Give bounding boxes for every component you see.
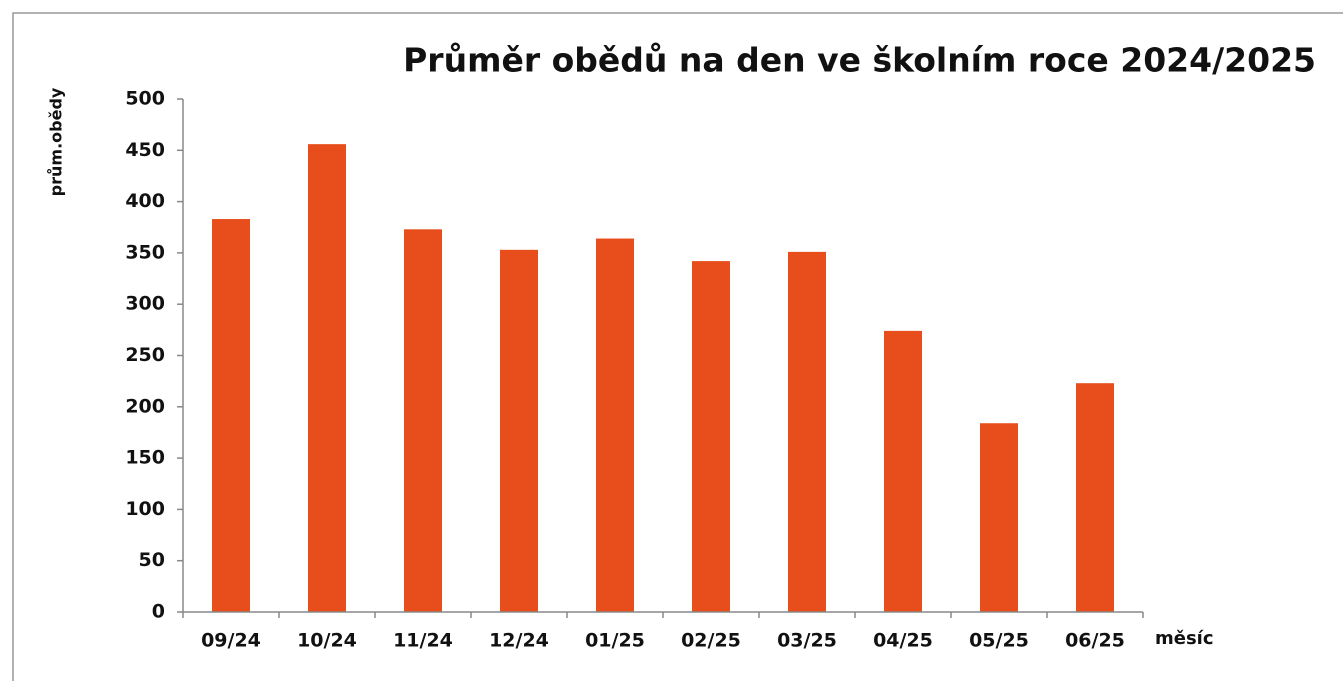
bar: [1076, 383, 1114, 612]
bar: [980, 423, 1018, 612]
y-tick-label: 350: [125, 241, 165, 263]
x-tick-label: 06/25: [1065, 630, 1125, 652]
chart-title: Průměr obědů na den ve školním roce 2024…: [403, 41, 1316, 80]
bar: [308, 144, 346, 613]
x-tick-label: 10/24: [297, 630, 357, 652]
y-tick-label: 450: [125, 139, 165, 161]
x-tick-label: 12/24: [489, 630, 549, 652]
x-tick-label: 04/25: [873, 630, 933, 652]
x-axis-label: měsíc: [1155, 628, 1214, 649]
x-tick-label: 09/24: [201, 630, 261, 652]
bar: [500, 249, 538, 612]
y-tick-label: 300: [125, 293, 165, 315]
y-tick-label: 0: [152, 601, 165, 623]
y-tick-label: 500: [125, 88, 165, 110]
y-axis-label: prům.obědy: [47, 87, 66, 196]
y-tick-label: 200: [125, 395, 165, 417]
bar: [596, 238, 634, 612]
frame: [12, 12, 1343, 681]
bar: [788, 251, 826, 612]
y-tick-label: 150: [125, 447, 165, 469]
x-tick-label: 01/25: [585, 630, 645, 652]
bar: [212, 219, 250, 613]
x-tick-label: 03/25: [777, 630, 837, 652]
x-tick-label: 11/24: [393, 630, 453, 652]
bar: [692, 261, 730, 612]
x-tick-label: 02/25: [681, 630, 741, 652]
y-tick-label: 250: [125, 344, 165, 366]
y-tick-label: 100: [125, 498, 165, 520]
y-tick-label: 400: [125, 190, 165, 212]
bar: [884, 330, 922, 612]
x-tick-label: 05/25: [969, 630, 1029, 652]
bar: [404, 229, 442, 612]
y-tick-label: 50: [139, 549, 165, 571]
